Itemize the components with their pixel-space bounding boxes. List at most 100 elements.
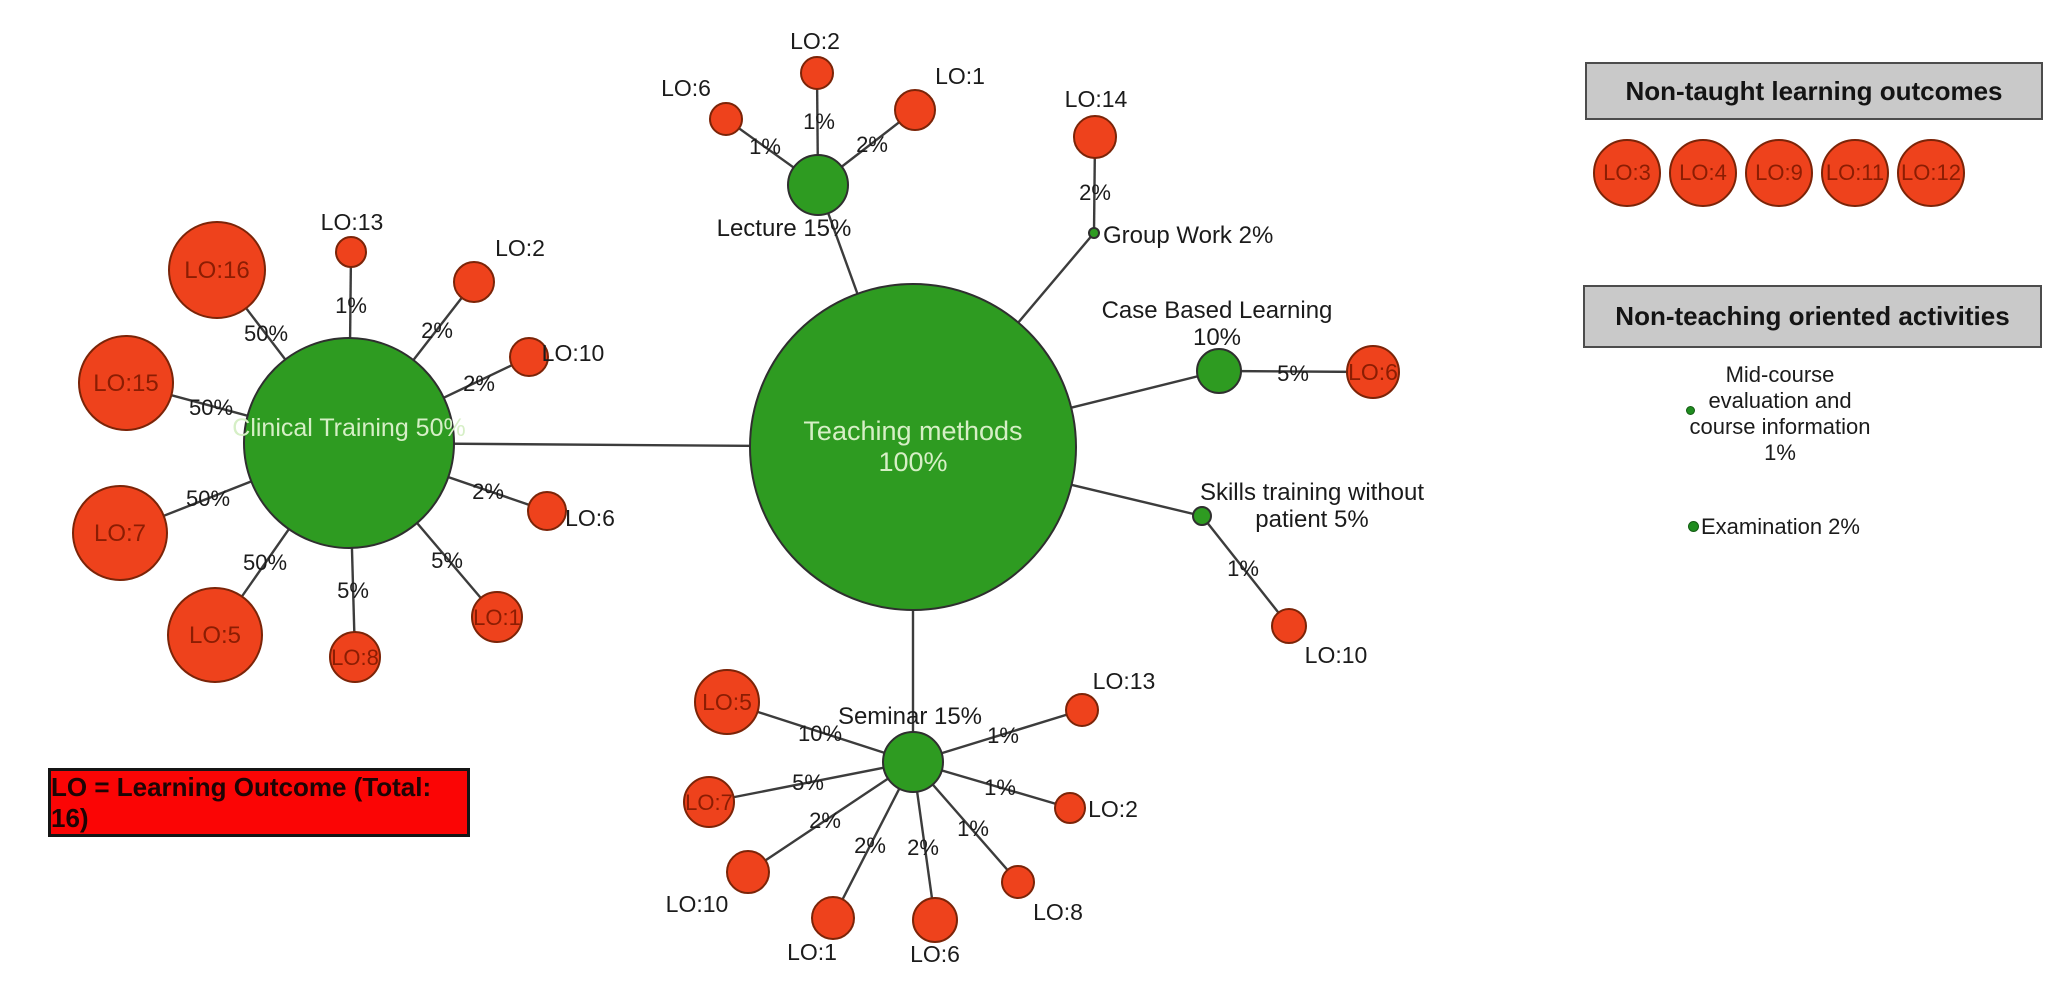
label-s7: LO:7 [685,790,733,815]
node-cbl [1196,348,1242,394]
label-c6: LO:6 [565,505,615,531]
pct-clinical-c7: 50% [186,486,230,511]
node-c15 [78,335,174,431]
node-s1 [811,896,855,940]
label-cb6: LO:6 [1348,359,1398,385]
node-c16 [168,221,266,319]
label-sk10: LO:10 [1305,642,1368,668]
node-s8 [1001,865,1035,899]
pct-lecture-l1: 2% [856,132,888,157]
pct-groupwork-g14: 2% [1079,180,1111,205]
pct-clinical-c2: 2% [421,318,453,343]
node-clinical [243,337,455,549]
examination-dot-icon [1688,521,1699,532]
label-c5: LO:5 [189,622,241,649]
label-cbl: Case Based Learning [1102,297,1333,324]
pct-clinical-c13: 1% [335,293,367,318]
pct-seminar-s1: 2% [854,833,886,858]
lo-legend-box: LO = Learning Outcome (Total: 16) [48,768,470,837]
pct-cbl-cb6: 5% [1277,361,1309,386]
label-s2: LO:2 [1088,796,1138,822]
label-teaching: Teaching methods [803,416,1022,446]
node-c5 [167,587,263,683]
label-c10: LO:10 [542,340,605,366]
node-sk10 [1271,608,1307,644]
label-c13: LO:13 [321,209,384,235]
non-teaching-activities-header: Non-teaching oriented activities [1583,285,2042,348]
pct-seminar-s13: 1% [987,723,1019,748]
label-c16: LO:16 [184,257,249,284]
node-s2 [1054,792,1086,824]
pct-seminar-s7: 5% [792,770,824,795]
pct-clinical-c1: 5% [431,548,463,573]
node-lecture [787,154,849,216]
label-s10: LO:10 [666,891,729,917]
non-taught-lo-12: LO:12 [1897,139,1965,207]
node-teaching [749,283,1077,611]
node-c2 [453,261,495,303]
node-seminar [882,731,944,793]
node-cb6 [1346,345,1400,399]
node-c7 [72,485,168,581]
midcourse-dot-icon [1686,406,1695,415]
non-taught-outcomes-header: Non-taught learning outcomes [1585,62,2043,120]
label-g14: LO:14 [1065,86,1128,112]
label-c2: LO:2 [495,235,545,261]
pct-clinical-c10: 2% [463,371,495,396]
non-taught-lo-11: LO:11 [1821,139,1889,207]
pct-clinical-c8: 5% [337,578,369,603]
pct-seminar-s8: 1% [957,816,989,841]
node-l2 [800,56,834,90]
non-taught-lo-9: LO:9 [1745,139,1813,207]
label-teaching: 100% [878,447,947,477]
nodes-layer [72,56,1400,943]
label-cbl: 10% [1193,324,1241,351]
pct-clinical-c15: 50% [189,395,233,420]
label-s6: LO:6 [910,941,960,967]
node-s13 [1065,693,1099,727]
label-s1: LO:1 [787,939,837,965]
non-taught-lo-row: LO:3 LO:4 LO:9 LO:11 LO:12 [1593,139,1965,207]
node-s7 [683,776,735,828]
pct-seminar-s6: 2% [907,835,939,860]
label-c1: LO:1 [473,605,521,630]
label-l6: LO:6 [661,75,711,101]
label-clinical: Clinical Training 50% [232,414,465,442]
examination-label: Examination 2% [1701,514,1860,539]
non-taught-lo-4: LO:4 [1669,139,1737,207]
node-c1 [471,591,523,643]
edge-seminar-s7 [708,760,914,804]
node-c10 [509,337,549,377]
node-c8 [329,631,381,683]
node-g14 [1073,115,1117,159]
node-c13 [335,236,367,268]
node-l1 [894,89,936,131]
pct-seminar-s2: 1% [984,775,1016,800]
label-c15: LO:15 [93,370,158,397]
node-s10 [726,850,770,894]
node-c6 [527,491,567,531]
label-s13: LO:13 [1093,668,1156,694]
label-c8: LO:8 [331,645,379,670]
node-s6 [912,897,958,943]
label-skills: patient 5% [1255,506,1368,533]
pct-clinical-c5: 50% [243,550,287,575]
label-s5: LO:5 [702,689,752,715]
label-l2: LO:2 [790,28,840,54]
non-taught-lo-3: LO:3 [1593,139,1661,207]
midcourse-evaluation-label: Mid-course evaluation and course informa… [1689,362,1871,465]
label-s8: LO:8 [1033,899,1083,925]
label-l1: LO:1 [935,63,985,89]
label-groupwork: Group Work 2% [1103,222,1273,249]
node-groupwork [1088,227,1100,239]
pct-skills-sk10: 1% [1227,556,1259,581]
label-c7: LO:7 [94,520,146,547]
edge-skills-sk10 [1201,515,1290,627]
pct-clinical-c16: 50% [244,321,288,346]
pct-lecture-l6: 1% [749,134,781,159]
node-skills [1192,506,1212,526]
pct-clinical-c6: 2% [472,479,504,504]
edge-seminar-s10 [747,761,914,873]
